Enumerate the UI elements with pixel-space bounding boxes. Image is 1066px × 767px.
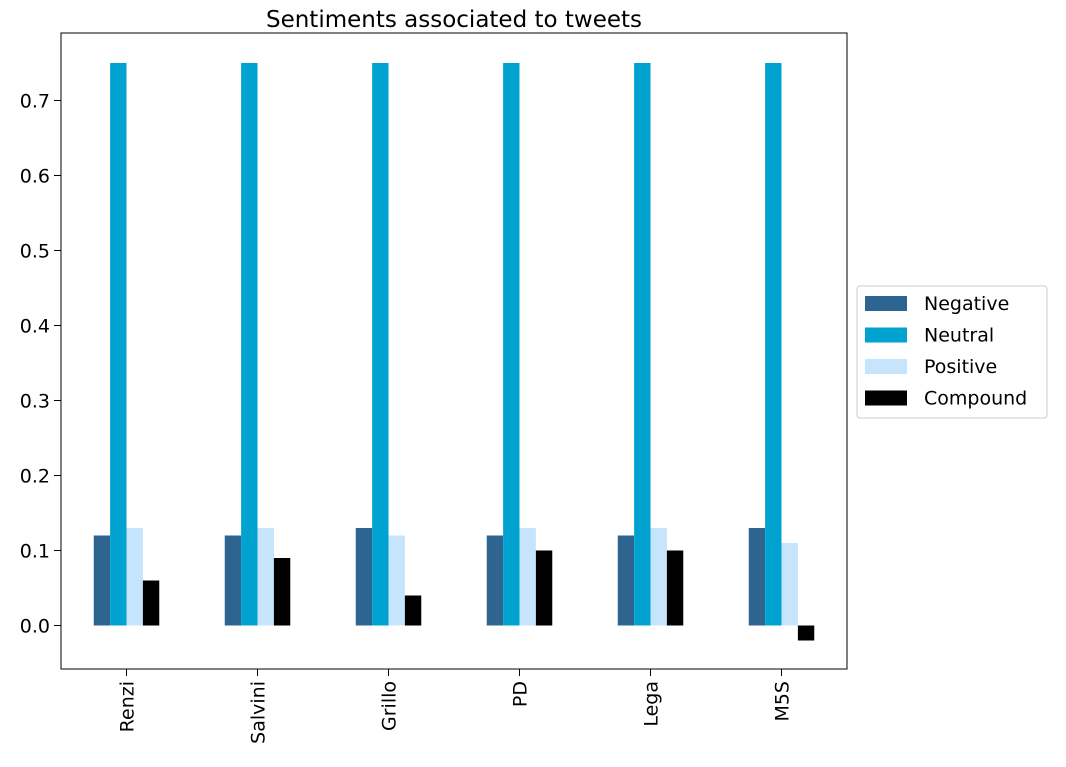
- legend-swatch-compound: [865, 390, 907, 406]
- bar-positive-pd: [519, 528, 536, 626]
- bar-positive-lega: [650, 528, 667, 626]
- bar-positive-renzi: [126, 528, 143, 626]
- bar-neutral-renzi: [110, 63, 127, 626]
- bar-compound-renzi: [142, 580, 160, 626]
- bar-neutral-lega: [634, 63, 651, 626]
- bar-negative-salvini: [224, 535, 242, 626]
- bar-neutral-grillo: [372, 63, 389, 626]
- bar-compound-pd: [535, 550, 553, 626]
- bar-negative-m5s: [748, 528, 766, 626]
- bar-positive-m5s: [781, 543, 798, 626]
- x-tick-label: PD: [510, 681, 532, 707]
- legend-label-negative: Negative: [924, 293, 1009, 315]
- bar-negative-renzi: [93, 535, 111, 626]
- bar-neutral-m5s: [765, 63, 782, 626]
- bar-negative-grillo: [355, 528, 373, 626]
- chart-title: Sentiments associated to tweets: [266, 7, 642, 33]
- bar-compound-m5s: [797, 625, 815, 641]
- bar-neutral-salvini: [241, 63, 258, 626]
- bar-compound-grillo: [404, 595, 422, 626]
- bar-positive-salvini: [257, 528, 274, 626]
- legend-items: Negative Neutral Positive Compound: [865, 293, 1027, 410]
- legend-swatch-positive: [865, 359, 907, 374]
- y-tick-label: 0.5: [20, 241, 50, 263]
- x-tick-label: Grillo: [379, 681, 401, 731]
- x-tick-label: Salvini: [248, 681, 270, 744]
- bars-layer: [93, 63, 815, 641]
- legend-swatch-neutral: [865, 327, 907, 343]
- legend-swatch-negative: [865, 296, 907, 311]
- legend-frame: [856, 285, 1048, 419]
- y-tick-label: 0.3: [20, 391, 50, 413]
- bar-compound-lega: [666, 550, 684, 626]
- x-tick-label: Lega: [641, 681, 663, 727]
- bar-compound-salvini: [273, 558, 291, 626]
- y-tick-label: 0.1: [20, 541, 50, 563]
- bar-negative-lega: [617, 535, 635, 626]
- legend-label-neutral: Neutral: [924, 325, 994, 347]
- y-tick-label: 0.6: [20, 166, 50, 188]
- bar-positive-grillo: [388, 535, 405, 626]
- x-tick-label: Renzi: [117, 681, 139, 732]
- y-tick-label: 0.4: [20, 316, 50, 338]
- x-axis: Renzi Salvini Grillo PD Lega M5S: [117, 669, 794, 744]
- bar-negative-pd: [486, 535, 504, 626]
- legend: Negative Neutral Positive Compound: [856, 285, 1048, 419]
- plot-frame: [60, 32, 848, 670]
- legend-label-positive: Positive: [924, 356, 997, 378]
- y-tick-label: 0.2: [20, 466, 50, 488]
- bar-neutral-pd: [503, 63, 520, 626]
- legend-label-compound: Compound: [924, 388, 1027, 410]
- y-axis: 0.0 0.1 0.2 0.3 0.4 0.5 0.6 0.7: [20, 91, 61, 638]
- y-tick-label: 0.0: [20, 616, 50, 638]
- x-tick-label: M5S: [772, 681, 794, 722]
- y-tick-label: 0.7: [20, 91, 50, 113]
